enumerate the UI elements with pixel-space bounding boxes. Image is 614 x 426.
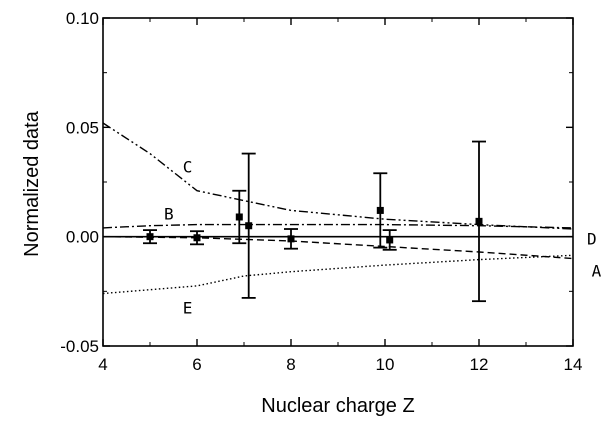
- x-tick-label: 8: [286, 355, 295, 374]
- x-tick-label: 4: [98, 355, 107, 374]
- curve-c: [102, 122, 574, 230]
- point-marker: [475, 217, 483, 225]
- labels: A B C D E: [164, 158, 602, 318]
- x-axis-title: Nuclear charge Z: [261, 395, 414, 417]
- y-tick-label: -0.05: [60, 337, 99, 356]
- curve-e: [102, 254, 574, 295]
- point-marker: [193, 234, 201, 242]
- data-point: [373, 172, 388, 249]
- point-marker: [245, 222, 253, 230]
- curve-label-e: E: [183, 299, 193, 318]
- curve-label-b: B: [164, 205, 174, 224]
- data-point: [143, 229, 157, 245]
- x-tick-label: 14: [564, 355, 583, 374]
- data-point: [472, 140, 486, 303]
- data-points: [143, 140, 486, 303]
- point-marker: [235, 213, 243, 221]
- point-marker: [146, 233, 154, 241]
- data-point: [232, 189, 247, 245]
- point-marker: [386, 236, 394, 244]
- data-point: [382, 229, 397, 251]
- plot-frame: [102, 17, 574, 347]
- data-point: [284, 228, 298, 250]
- y-tick-label: 0.10: [66, 9, 99, 28]
- point-marker: [376, 206, 384, 214]
- y-axis-title: Normalized data: [21, 110, 43, 257]
- point-marker: [287, 235, 295, 243]
- y-tick-label: 0.00: [66, 228, 99, 247]
- x-tick-label: 6: [192, 355, 201, 374]
- x-tick-label: 10: [376, 355, 395, 374]
- curve-label-a: A: [592, 262, 602, 281]
- axes: 4 6 8 10 12 14 -0.05 0.00 0.05 0.10: [60, 9, 582, 374]
- curve-a: [102, 236, 574, 260]
- curve-label-d: D: [587, 229, 597, 248]
- x-tick-label: 12: [470, 355, 489, 374]
- data-point: [190, 230, 204, 246]
- data-point: [241, 152, 256, 299]
- y-tick-label: 0.05: [66, 118, 99, 137]
- curve-label-c: C: [183, 158, 193, 177]
